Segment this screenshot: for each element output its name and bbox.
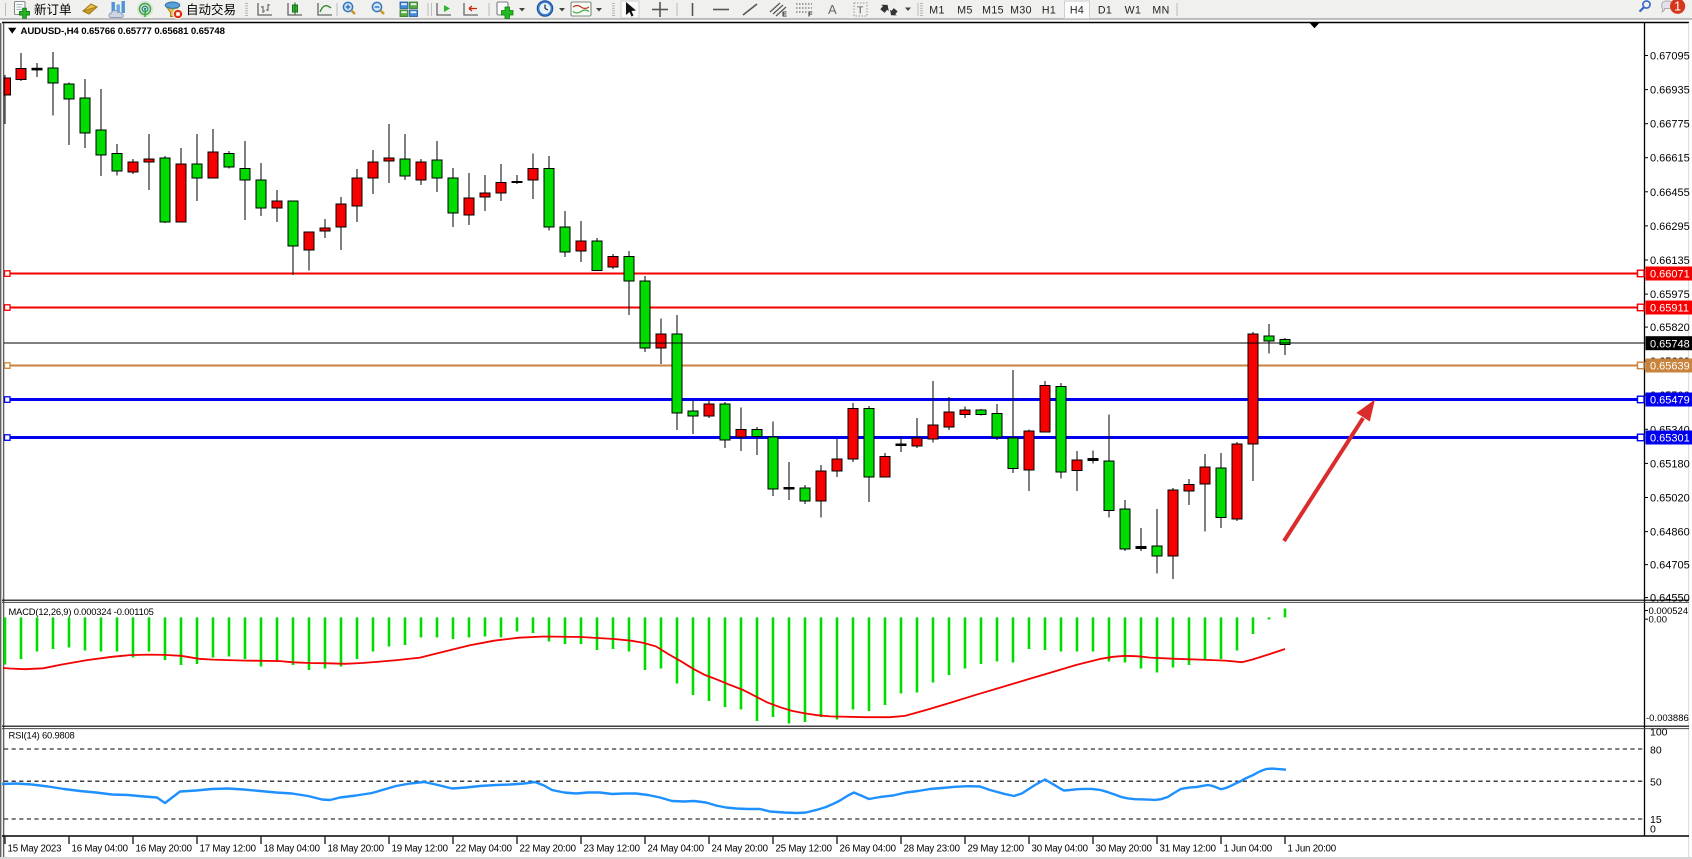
svg-text:16 May 20:00: 16 May 20:00 xyxy=(136,844,193,855)
svg-text:M30: M30 xyxy=(1010,5,1032,17)
svg-text:-0.003886: -0.003886 xyxy=(1646,713,1689,724)
svg-text:0.000524: 0.000524 xyxy=(1649,606,1689,617)
svg-text:23 May 12:00: 23 May 12:00 xyxy=(584,844,641,855)
svg-text:D1: D1 xyxy=(1098,5,1112,17)
svg-text:0.65180: 0.65180 xyxy=(1650,458,1690,470)
svg-text:0.65911: 0.65911 xyxy=(1650,303,1689,315)
svg-text:0.65975: 0.65975 xyxy=(1650,289,1690,301)
svg-text:18 May 20:00: 18 May 20:00 xyxy=(328,844,385,855)
svg-text:A: A xyxy=(828,2,837,17)
svg-text:0.64860: 0.64860 xyxy=(1650,527,1690,539)
svg-text:T: T xyxy=(857,5,864,17)
svg-text:16 May 04:00: 16 May 04:00 xyxy=(72,844,129,855)
svg-text:H4: H4 xyxy=(1070,5,1084,17)
svg-text:1 Jun 04:00: 1 Jun 04:00 xyxy=(1224,844,1273,855)
svg-text:30 May 04:00: 30 May 04:00 xyxy=(1032,844,1089,855)
svg-text:M1: M1 xyxy=(929,5,945,17)
svg-text:F: F xyxy=(808,10,813,19)
svg-text:W1: W1 xyxy=(1125,5,1142,17)
svg-text:0.65820: 0.65820 xyxy=(1650,322,1690,334)
svg-text:15 May 2023: 15 May 2023 xyxy=(8,844,62,855)
svg-text:0.64550: 0.64550 xyxy=(1650,593,1690,605)
svg-text:17 May 12:00: 17 May 12:00 xyxy=(200,844,257,855)
svg-text:0.65639: 0.65639 xyxy=(1650,361,1690,373)
svg-text:1 Jun 20:00: 1 Jun 20:00 xyxy=(1288,844,1337,855)
svg-text:24 May 20:00: 24 May 20:00 xyxy=(712,844,769,855)
svg-text:0.66135: 0.66135 xyxy=(1650,255,1690,267)
svg-text:0.65748: 0.65748 xyxy=(1650,338,1690,350)
svg-text:0.65020: 0.65020 xyxy=(1650,493,1690,505)
svg-text:29 May 12:00: 29 May 12:00 xyxy=(968,844,1025,855)
svg-text:0.65301: 0.65301 xyxy=(1650,433,1690,445)
svg-text:0.66615: 0.66615 xyxy=(1650,153,1690,165)
svg-text:28 May 23:00: 28 May 23:00 xyxy=(904,844,961,855)
svg-text:M5: M5 xyxy=(957,5,973,17)
svg-text:80: 80 xyxy=(1650,745,1662,757)
svg-text:M15: M15 xyxy=(982,5,1004,17)
svg-text:0: 0 xyxy=(1650,824,1656,836)
svg-text:100: 100 xyxy=(1650,727,1668,739)
svg-text:0.00: 0.00 xyxy=(1649,615,1668,626)
svg-text:15: 15 xyxy=(1650,814,1662,826)
svg-text:22 May 04:00: 22 May 04:00 xyxy=(456,844,513,855)
svg-text:0.66455: 0.66455 xyxy=(1650,187,1690,199)
svg-text:1: 1 xyxy=(1674,0,1681,14)
svg-text:RSI(14) 60.9808: RSI(14) 60.9808 xyxy=(9,730,75,741)
svg-text:24 May 04:00: 24 May 04:00 xyxy=(648,844,705,855)
svg-text:MN: MN xyxy=(1152,5,1169,17)
svg-text:E: E xyxy=(782,10,787,19)
svg-text:0.66935: 0.66935 xyxy=(1650,85,1690,97)
svg-text:22 May 20:00: 22 May 20:00 xyxy=(520,844,577,855)
svg-text:50: 50 xyxy=(1650,777,1662,789)
svg-text:26 May 04:00: 26 May 04:00 xyxy=(840,844,897,855)
svg-text:0.66295: 0.66295 xyxy=(1650,221,1690,233)
svg-text:30 May 20:00: 30 May 20:00 xyxy=(1096,844,1153,855)
svg-text:0.65479: 0.65479 xyxy=(1650,395,1690,407)
svg-text:19 May 12:00: 19 May 12:00 xyxy=(392,844,449,855)
svg-text:AUDUSD-,H4 0.65766 0.65777 0.: AUDUSD-,H4 0.65766 0.65777 0.65681 0.657… xyxy=(21,26,226,37)
svg-text:18 May 04:00: 18 May 04:00 xyxy=(264,844,321,855)
svg-text:MACD(12,26,9) 0.000324 -0.0011: MACD(12,26,9) 0.000324 -0.001105 xyxy=(9,606,154,617)
svg-text:31 May 12:00: 31 May 12:00 xyxy=(1160,844,1217,855)
svg-text:0.66071: 0.66071 xyxy=(1650,269,1690,281)
svg-text:新订单: 新订单 xyxy=(34,2,72,17)
svg-text:0.64705: 0.64705 xyxy=(1650,560,1690,572)
svg-text:0.67095: 0.67095 xyxy=(1650,51,1690,63)
svg-text:0.66775: 0.66775 xyxy=(1650,119,1690,131)
svg-text:25 May 12:00: 25 May 12:00 xyxy=(776,844,833,855)
svg-text:H1: H1 xyxy=(1042,5,1056,17)
svg-text:自动交易: 自动交易 xyxy=(186,2,236,17)
